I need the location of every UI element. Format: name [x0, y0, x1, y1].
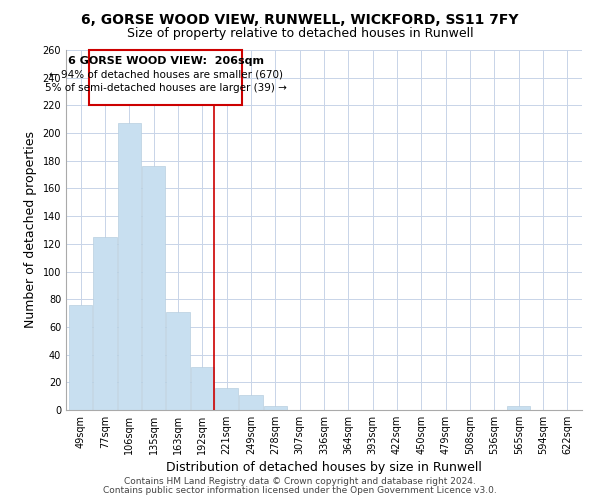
Bar [215, 388, 238, 410]
Bar [239, 395, 263, 410]
Bar [69, 305, 92, 410]
Bar [166, 312, 190, 410]
Text: ← 94% of detached houses are smaller (670): ← 94% of detached houses are smaller (67… [49, 70, 283, 80]
Text: Contains public sector information licensed under the Open Government Licence v3: Contains public sector information licen… [103, 486, 497, 495]
Text: 6, GORSE WOOD VIEW, RUNWELL, WICKFORD, SS11 7FY: 6, GORSE WOOD VIEW, RUNWELL, WICKFORD, S… [81, 12, 519, 26]
Bar [118, 124, 141, 410]
Bar [264, 406, 287, 410]
Bar [142, 166, 165, 410]
FancyBboxPatch shape [89, 50, 242, 106]
Bar [507, 406, 530, 410]
X-axis label: Distribution of detached houses by size in Runwell: Distribution of detached houses by size … [166, 461, 482, 474]
Text: 5% of semi-detached houses are larger (39) →: 5% of semi-detached houses are larger (3… [45, 83, 287, 93]
Y-axis label: Number of detached properties: Number of detached properties [24, 132, 37, 328]
Bar [94, 237, 116, 410]
Text: 6 GORSE WOOD VIEW:  206sqm: 6 GORSE WOOD VIEW: 206sqm [68, 56, 264, 66]
Bar [191, 367, 214, 410]
Text: Contains HM Land Registry data © Crown copyright and database right 2024.: Contains HM Land Registry data © Crown c… [124, 477, 476, 486]
Text: Size of property relative to detached houses in Runwell: Size of property relative to detached ho… [127, 28, 473, 40]
